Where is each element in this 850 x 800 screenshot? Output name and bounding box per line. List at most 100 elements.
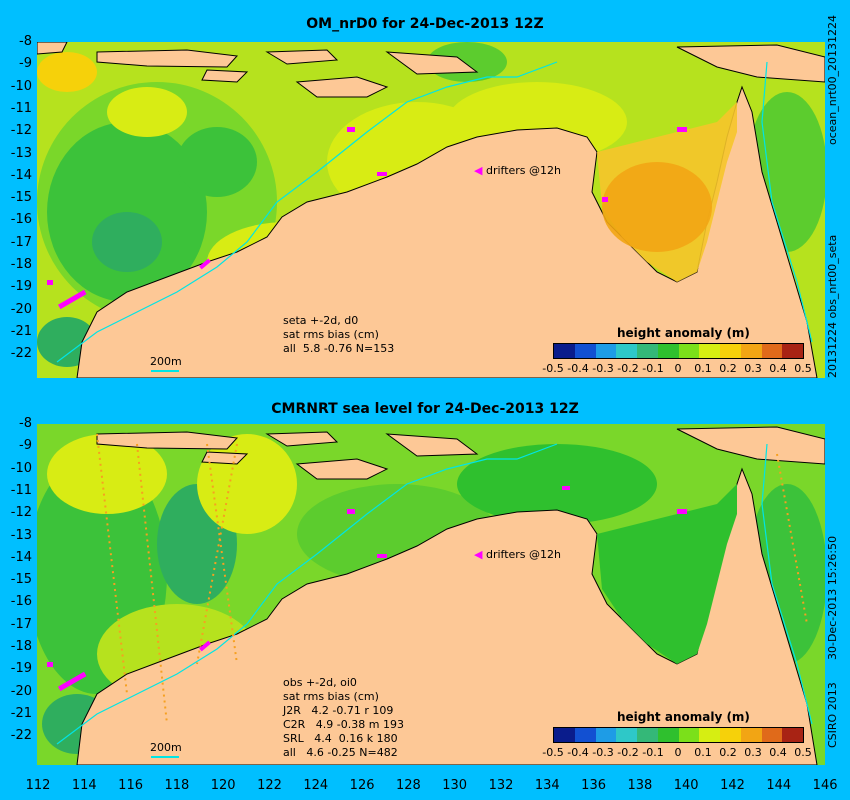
stats-line: all 4.6 -0.25 N=482 xyxy=(283,746,398,759)
panel1-lat-tick: -10 xyxy=(10,78,32,94)
panel2-side-top: 30-Dec-2013 15:26:50 xyxy=(826,535,839,660)
panel1-side-bottom: 20131224 obs_nrt00_seta xyxy=(826,234,839,378)
scale-line xyxy=(151,756,179,758)
colorbar-swatch xyxy=(616,344,637,358)
colorbar-swatch xyxy=(637,728,658,742)
panel1-lat-tick: -12 xyxy=(10,123,32,139)
colorbar-tick: 0.4 xyxy=(769,746,787,759)
drifters-label: drifters @12h xyxy=(485,548,562,561)
panel1-lat-tick: -19 xyxy=(10,279,32,295)
drifter-arrow-icon: ◀ xyxy=(474,548,483,561)
colorbar-swatch xyxy=(678,344,700,358)
panel2-map xyxy=(37,424,825,765)
lon-tick: 128 xyxy=(395,778,421,793)
panel2-title: CMRNRT sea level for 24-Dec-2013 12Z xyxy=(271,401,579,417)
colorbar-swatch xyxy=(761,728,783,742)
colorbar-swatch xyxy=(657,344,679,358)
colorbar-swatch xyxy=(574,728,596,742)
colorbar-swatch xyxy=(554,344,575,358)
lon-tick: 132 xyxy=(488,778,514,793)
panel2-lat-tick: -20 xyxy=(10,683,32,699)
colorbar-tick: -0.3 xyxy=(592,362,614,375)
lon-tick: 116 xyxy=(118,778,143,793)
colorbar-tick: -0.5 xyxy=(542,746,564,759)
colorbar-tick: -0.2 xyxy=(617,362,639,375)
colorbar-tick: -0.1 xyxy=(642,362,664,375)
stats-line: J2R 4.2 -0.71 r 109 xyxy=(283,704,394,717)
panel1-lat-tick: -14 xyxy=(10,167,32,183)
panel2-lat-tick: -21 xyxy=(10,705,32,721)
panel1-lat-tick: -8 xyxy=(19,34,32,49)
lon-tick: 124 xyxy=(303,778,329,793)
colorbar-swatch xyxy=(595,344,617,358)
panel1-lat-tick: -15 xyxy=(10,190,32,206)
colorbar-swatch xyxy=(740,344,762,358)
panel2-side-bottom: CSIRO 2013 xyxy=(826,682,839,748)
panel1-title: OM_nrD0 for 24-Dec-2013 12Z xyxy=(306,16,544,32)
stats-line: obs +-2d, oi0 xyxy=(283,676,357,689)
panel1-colorbar xyxy=(553,343,804,359)
panel2-drifters-legend: ◀ drifters @12h xyxy=(474,548,561,561)
drifters-label: drifters @12h xyxy=(485,164,562,177)
colorbar-tick: 0.3 xyxy=(744,746,762,759)
panel1-drifters-legend: ◀ drifters @12h xyxy=(474,164,561,177)
scale-label: 200m xyxy=(150,741,182,754)
colorbar-swatch xyxy=(720,344,741,358)
panel2-lat-tick: -10 xyxy=(10,460,32,476)
colorbar-tick: 0.5 xyxy=(794,362,812,375)
panel1-lat-tick: -21 xyxy=(10,323,32,339)
panel2-lat-tick: -15 xyxy=(10,572,32,588)
colorbar-tick: -0.4 xyxy=(567,362,589,375)
lon-tick: 130 xyxy=(442,778,468,793)
colorbar-swatch xyxy=(554,728,575,742)
lon-tick: 146 xyxy=(812,778,838,793)
colorbar-tick: 0.2 xyxy=(719,746,737,759)
colorbar-tick: 0 xyxy=(674,362,682,375)
panel2-lat-tick: -18 xyxy=(10,639,32,654)
colorbar-tick: 0.4 xyxy=(769,362,787,375)
lon-tick: 138 xyxy=(627,778,653,793)
colorbar-swatch xyxy=(720,728,741,742)
stats-line: SRL 4.4 0.16 k 180 xyxy=(283,732,398,745)
panel1-scale: 200m xyxy=(150,355,182,368)
colorbar-tick: 0.2 xyxy=(719,362,737,375)
colorbar-tick: -0.2 xyxy=(617,746,639,759)
panel2-lat-tick: -19 xyxy=(10,661,32,677)
drifter-arrow-icon: ◀ xyxy=(474,164,483,177)
panel2-lat-tick: -11 xyxy=(10,482,32,498)
panel1-lat-tick: -18 xyxy=(10,257,32,272)
colorbar-swatch xyxy=(699,344,720,358)
lon-tick: 140 xyxy=(673,778,699,793)
lon-tick: 120 xyxy=(210,778,236,793)
scale-label: 200m xyxy=(150,355,182,368)
lon-tick: 112 xyxy=(25,778,51,793)
lon-tick: 144 xyxy=(766,778,792,793)
panel1-side-top: ocean_nrt00_20131224 xyxy=(826,14,839,145)
colorbar-tick: -0.3 xyxy=(592,746,614,759)
lon-tick: 114 xyxy=(71,778,97,793)
colorbar-swatch xyxy=(637,344,658,358)
lon-tick: 122 xyxy=(257,778,282,793)
panel1-lat-tick: -9 xyxy=(19,56,32,72)
panel1-lat-tick: -20 xyxy=(10,301,32,317)
panel2-colorbar-title: height anomaly (m) xyxy=(617,710,750,724)
panel2-lat-tick: -17 xyxy=(10,616,32,632)
lon-tick: 142 xyxy=(720,778,745,793)
panel1-lat-tick: -16 xyxy=(10,212,32,228)
panel1-lat-tick: -22 xyxy=(10,346,32,362)
colorbar-swatch xyxy=(740,728,762,742)
panel1-stats: seta +-2d, d0 sat rms bias (cm) all 5.8 … xyxy=(283,314,394,356)
colorbar-tick: 0.3 xyxy=(744,362,762,375)
panel2-lat-tick: -9 xyxy=(19,438,32,454)
panel2-lat-tick: -12 xyxy=(10,505,32,521)
lon-tick: 126 xyxy=(349,778,375,793)
lon-tick: 134 xyxy=(534,778,560,793)
panel2-lat-tick: -8 xyxy=(19,416,32,431)
colorbar-tick: 0 xyxy=(674,746,682,759)
colorbar-tick: -0.1 xyxy=(642,746,664,759)
panel2-scale: 200m xyxy=(150,741,182,754)
stats-line: seta +-2d, d0 xyxy=(283,314,359,327)
colorbar-tick: 0.5 xyxy=(794,746,812,759)
panel2-lat-tick: -13 xyxy=(10,527,32,543)
panel2-lat-tick: -16 xyxy=(10,594,32,610)
